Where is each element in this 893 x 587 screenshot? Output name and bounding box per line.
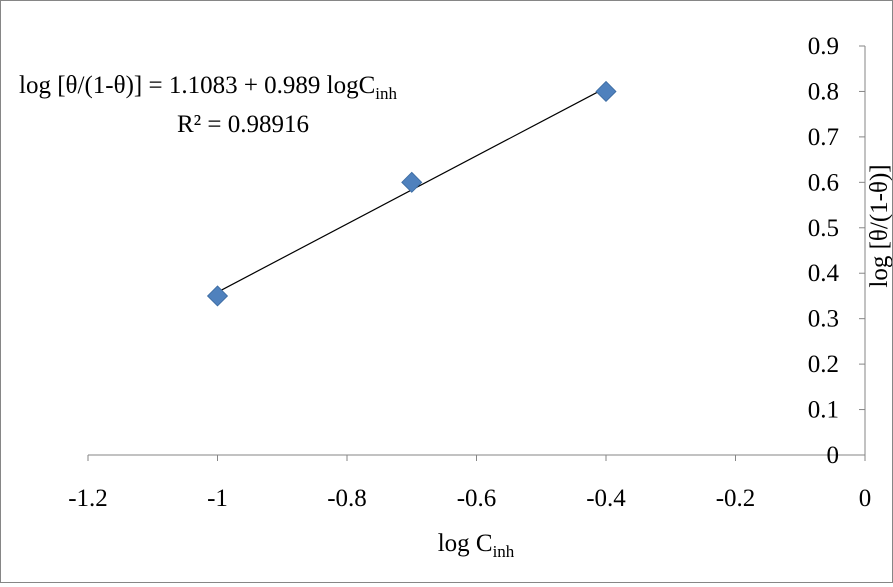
y-tick-label: 0.4	[808, 260, 840, 287]
x-tick-label: -0.4	[586, 485, 626, 512]
data-point	[401, 171, 423, 193]
equation-annotation: log [θ/(1-θ)] = 1.1083 + 0.989 logCinh	[19, 72, 398, 103]
x-tick-label: -0.6	[457, 485, 497, 512]
x-tick-label: 0	[859, 485, 872, 512]
y-tick-label: 0.9	[808, 33, 839, 60]
data-point	[595, 80, 617, 103]
x-tick-label: -0.8	[327, 485, 367, 512]
y-tick-label: 0.8	[808, 78, 839, 105]
x-axis-title: log Cinh	[438, 530, 515, 561]
y-tick-label: 0.5	[808, 215, 839, 242]
y-tick-label: 0.7	[808, 124, 839, 151]
x-tick-label: -1.2	[68, 485, 108, 512]
y-tick-label: 0.1	[808, 397, 839, 424]
x-tick-label: -0.2	[716, 485, 756, 512]
data-point	[206, 285, 229, 307]
y-axis-title: log [θ/(1-θ)]	[866, 164, 892, 287]
y-tick-label: 0.2	[808, 351, 839, 378]
y-tick-label: 0.3	[808, 306, 839, 333]
y-tick-label: 0.6	[808, 169, 839, 196]
y-tick-label: 0	[827, 442, 840, 469]
x-tick-label: -1	[207, 485, 228, 512]
r-squared-annotation: R² = 0.98916	[177, 111, 309, 138]
